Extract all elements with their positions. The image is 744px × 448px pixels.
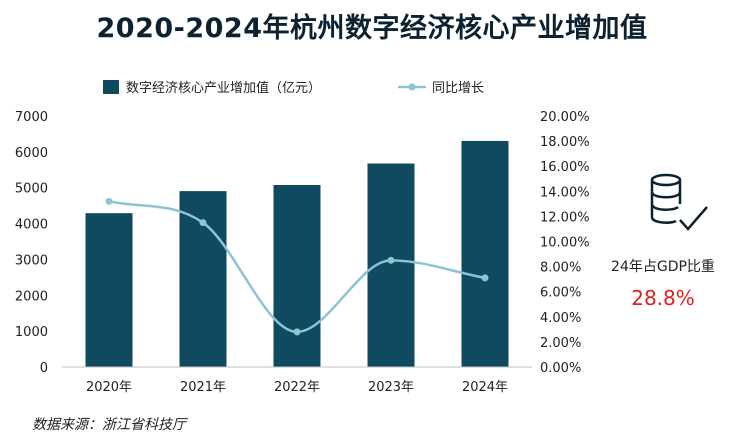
right-tick-label: 0.00% [540,361,581,376]
chart-title: 2020-2024年杭州数字经济核心产业增加值 [96,13,648,44]
legend-swatch-marker [408,83,416,91]
bar [461,140,509,367]
right-tick-label: 18.00% [540,135,590,150]
legend-swatch-bar [103,80,119,94]
legend-label-line: 同比增长 [432,81,484,96]
left-tick-label: 6000 [15,146,48,161]
right-tick-label: 6.00% [540,286,581,301]
bar [273,184,321,367]
bar [179,191,227,367]
left-axis-ticks: 0 1000 2000 3000 4000 5000 6000 7000 [15,110,48,376]
growth-marker [293,328,301,336]
database-check-icon [650,173,708,231]
legend: 数字经济核心产业增加值（亿元） 同比增长 [103,80,484,96]
left-tick-label: 4000 [15,218,48,233]
left-tick-label: 0 [40,361,48,376]
right-tick-label: 4.00% [540,311,581,326]
x-tick-label: 2020年 [86,380,132,395]
right-tick-label: 16.00% [540,160,590,175]
left-tick-label: 5000 [15,182,48,197]
x-axis-ticks: 2020年 2021年 2022年 2023年 2024年 [86,380,508,395]
growth-markers [105,197,489,336]
right-tick-label: 10.00% [540,236,590,251]
x-tick-label: 2022年 [274,380,320,395]
bar [85,213,133,367]
left-tick-label: 7000 [15,110,48,125]
growth-marker [387,256,395,264]
kpi-value: 28.8% [631,286,695,310]
right-tick-label: 8.00% [540,261,581,276]
growth-marker [199,219,207,227]
growth-marker [481,274,489,282]
kpi-label: 24年占GDP比重 [611,259,715,275]
left-tick-label: 3000 [15,253,48,268]
right-axis-ticks: 0.00% 2.00% 4.00% 6.00% 8.00% 10.00% 12.00% 14.… [540,110,590,376]
left-tick-label: 1000 [15,325,48,340]
x-tick-label: 2024年 [462,380,508,395]
x-tick-label: 2023年 [368,380,414,395]
right-tick-label: 20.00% [540,110,590,125]
right-tick-label: 12.00% [540,210,590,225]
x-tick-label: 2021年 [180,380,226,395]
right-tick-label: 2.00% [540,336,581,351]
source-note: 数据来源：浙江省科技厅 [32,417,186,433]
legend-label-bar: 数字经济核心产业增加值（亿元） [126,80,321,96]
right-tick-label: 14.00% [540,185,590,200]
growth-marker [105,197,113,205]
left-tick-label: 2000 [15,289,48,304]
